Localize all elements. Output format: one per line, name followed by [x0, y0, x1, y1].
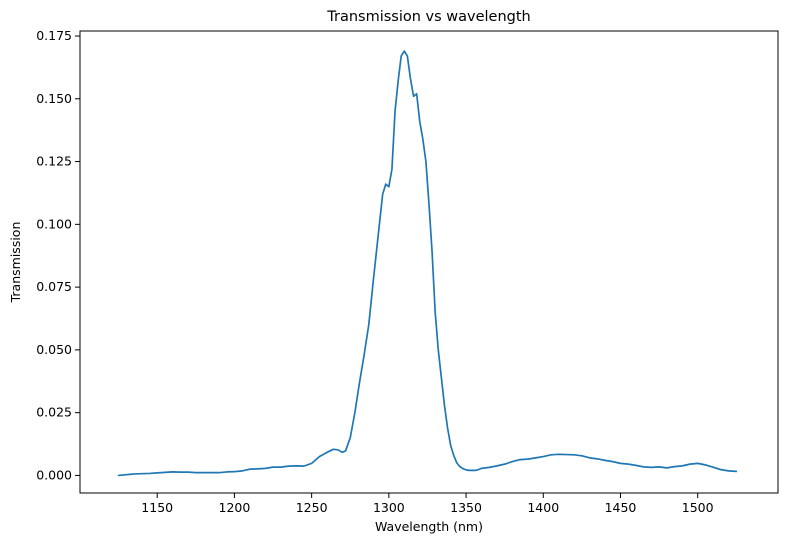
- y-tick-label: 0.075: [36, 279, 72, 294]
- transmission-series-line: [117, 50, 738, 477]
- x-tick-label: 1300: [373, 500, 405, 515]
- series-layer: [117, 50, 738, 477]
- y-tick-label: 0.100: [36, 216, 72, 231]
- y-tick-label: 0.000: [36, 467, 72, 482]
- y-axis-ticks: 0.000 0.025 0.050 0.075 0.100 0.125 0.150 0.175: [36, 28, 80, 482]
- y-tick-label: 0.050: [36, 342, 72, 357]
- x-tick-label: 1350: [450, 500, 482, 515]
- y-tick-label: 0.150: [36, 91, 72, 106]
- x-tick-label: 1400: [527, 500, 559, 515]
- plot-area-frame: [79, 30, 779, 494]
- x-tick-label: 1200: [219, 500, 251, 515]
- x-tick-label: 1150: [141, 500, 173, 515]
- x-tick-label: 1250: [296, 500, 328, 515]
- y-axis-label: Transmission: [8, 222, 23, 304]
- x-axis-label: Wavelength (nm): [375, 519, 483, 534]
- x-tick-label: 1500: [682, 500, 714, 515]
- x-axis-ticks: 1150 1200 1250 1300 1350 1400 1450 1500: [141, 493, 714, 515]
- y-tick-label: 0.025: [36, 405, 72, 420]
- x-tick-label: 1450: [605, 500, 637, 515]
- chart-title: Transmission vs wavelength: [326, 9, 531, 25]
- y-tick-label: 0.175: [36, 28, 72, 43]
- y-tick-label: 0.125: [36, 154, 72, 169]
